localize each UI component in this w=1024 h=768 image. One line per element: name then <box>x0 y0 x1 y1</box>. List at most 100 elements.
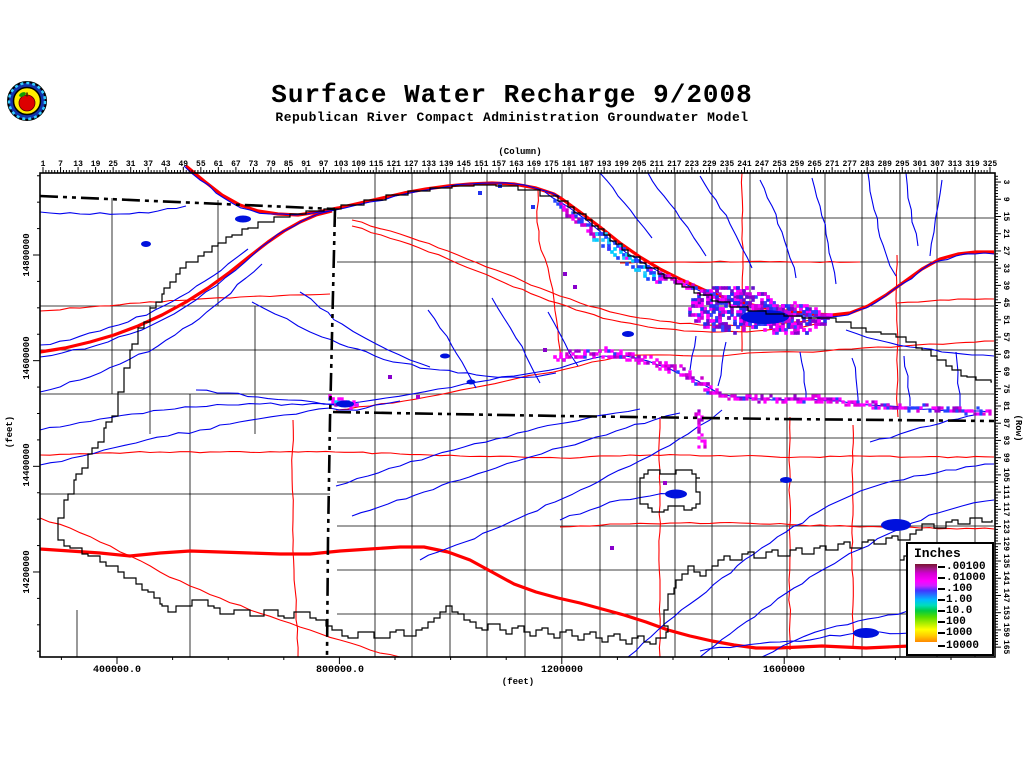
svg-text:3: 3 <box>1001 180 1010 185</box>
legend-entry: 10000 <box>938 639 980 652</box>
svg-text:61: 61 <box>214 160 224 169</box>
svg-text:175: 175 <box>544 160 559 169</box>
svg-text:295: 295 <box>895 160 910 169</box>
svg-text:800000.0: 800000.0 <box>316 665 364 676</box>
page-title: Surface Water Recharge 9/2008 <box>271 80 753 110</box>
svg-text:205: 205 <box>632 160 647 169</box>
svg-text:117: 117 <box>1001 502 1010 517</box>
legend-value-label: .01000 <box>946 571 986 584</box>
legend-entry: 10.0 <box>938 604 973 617</box>
svg-text:(Row): (Row) <box>1013 414 1023 441</box>
svg-text:69: 69 <box>1001 367 1010 377</box>
svg-text:43: 43 <box>161 160 171 169</box>
legend-value-label: 10.0 <box>946 604 973 617</box>
svg-text:283: 283 <box>860 160 875 169</box>
page-subtitle: Republican River Compact Administration … <box>275 110 749 125</box>
svg-text:259: 259 <box>790 160 805 169</box>
svg-text:111: 111 <box>1001 485 1010 500</box>
svg-text:147: 147 <box>1001 588 1010 603</box>
svg-text:217: 217 <box>667 160 682 169</box>
svg-text:55: 55 <box>196 160 206 169</box>
svg-text:63: 63 <box>1001 349 1010 359</box>
svg-text:109: 109 <box>351 160 366 169</box>
svg-text:223: 223 <box>685 160 700 169</box>
svg-text:115: 115 <box>369 160 384 169</box>
svg-text:79: 79 <box>266 160 276 169</box>
svg-text:301: 301 <box>913 160 928 169</box>
svg-text:13: 13 <box>73 160 83 169</box>
svg-text:14600000: 14600000 <box>22 336 32 379</box>
state-borders <box>39 194 995 658</box>
legend-tick <box>938 631 945 634</box>
svg-text:67: 67 <box>231 160 241 169</box>
svg-text:1: 1 <box>41 160 46 169</box>
svg-text:93: 93 <box>1001 436 1010 446</box>
legend-value-label: 1000 <box>946 626 973 639</box>
svg-text:51: 51 <box>1001 315 1010 325</box>
legend-tick <box>938 587 945 590</box>
svg-text:400000.0: 400000.0 <box>93 665 141 676</box>
svg-text:14200000: 14200000 <box>22 550 32 593</box>
legend-value-label: 1.00 <box>946 593 973 606</box>
svg-text:307: 307 <box>930 160 945 169</box>
svg-text:9: 9 <box>1001 197 1010 202</box>
svg-text:199: 199 <box>615 160 630 169</box>
svg-text:135: 135 <box>1001 554 1010 569</box>
svg-text:211: 211 <box>650 160 665 169</box>
legend-tick <box>938 598 945 601</box>
svg-text:31: 31 <box>126 160 136 169</box>
svg-text:27: 27 <box>1001 246 1010 256</box>
svg-text:91: 91 <box>301 160 311 169</box>
svg-text:21: 21 <box>1001 229 1010 239</box>
legend-value-label: 100 <box>946 615 966 628</box>
legend-value-label: 10000 <box>946 639 980 652</box>
svg-text:163: 163 <box>509 160 524 169</box>
axis-ticks <box>33 167 1001 664</box>
svg-text:85: 85 <box>284 160 294 169</box>
legend-entry: 1.00 <box>938 593 973 606</box>
svg-text:19: 19 <box>91 160 101 169</box>
svg-text:187: 187 <box>579 160 594 169</box>
svg-text:127: 127 <box>404 160 419 169</box>
svg-text:37: 37 <box>143 160 153 169</box>
legend-entry: .01000 <box>938 571 986 584</box>
lake-polygons <box>141 215 911 638</box>
svg-text:7: 7 <box>58 160 63 169</box>
svg-text:105: 105 <box>1001 468 1010 483</box>
svg-text:87: 87 <box>1001 418 1010 428</box>
svg-text:181: 181 <box>562 160 577 169</box>
legend-tick <box>938 565 945 568</box>
svg-text:271: 271 <box>825 160 840 169</box>
svg-text:319: 319 <box>965 160 980 169</box>
highway-lines <box>39 164 995 658</box>
svg-text:157: 157 <box>492 160 507 169</box>
legend-entry: .00100 <box>938 560 986 573</box>
legend-tick <box>938 576 945 579</box>
agency-apple-logo-icon <box>7 81 47 121</box>
svg-text:145: 145 <box>457 160 472 169</box>
svg-text:129: 129 <box>1001 537 1010 552</box>
svg-text:49: 49 <box>178 160 188 169</box>
svg-text:241: 241 <box>737 160 752 169</box>
svg-text:133: 133 <box>422 160 437 169</box>
stream-lines <box>39 165 995 658</box>
svg-text:265: 265 <box>807 160 822 169</box>
svg-text:193: 193 <box>597 160 612 169</box>
svg-text:151: 151 <box>474 160 489 169</box>
svg-text:75: 75 <box>1001 384 1010 394</box>
svg-text:253: 253 <box>772 160 787 169</box>
svg-text:325: 325 <box>983 160 998 169</box>
svg-text:247: 247 <box>755 160 770 169</box>
svg-text:25: 25 <box>108 160 118 169</box>
svg-text:1200000: 1200000 <box>541 665 583 676</box>
svg-text:15: 15 <box>1001 212 1010 222</box>
legend-value-label: .100 <box>946 582 973 595</box>
svg-text:33: 33 <box>1001 263 1010 273</box>
legend-value-label: .00100 <box>946 560 986 573</box>
svg-text:39: 39 <box>1001 281 1010 291</box>
legend-box: Inches .00100.01000.100 1.00 10.0 100 1000 10… <box>906 542 994 656</box>
svg-text:289: 289 <box>878 160 893 169</box>
legend-entry: 1000 <box>938 626 973 639</box>
svg-text:141: 141 <box>1001 571 1010 586</box>
